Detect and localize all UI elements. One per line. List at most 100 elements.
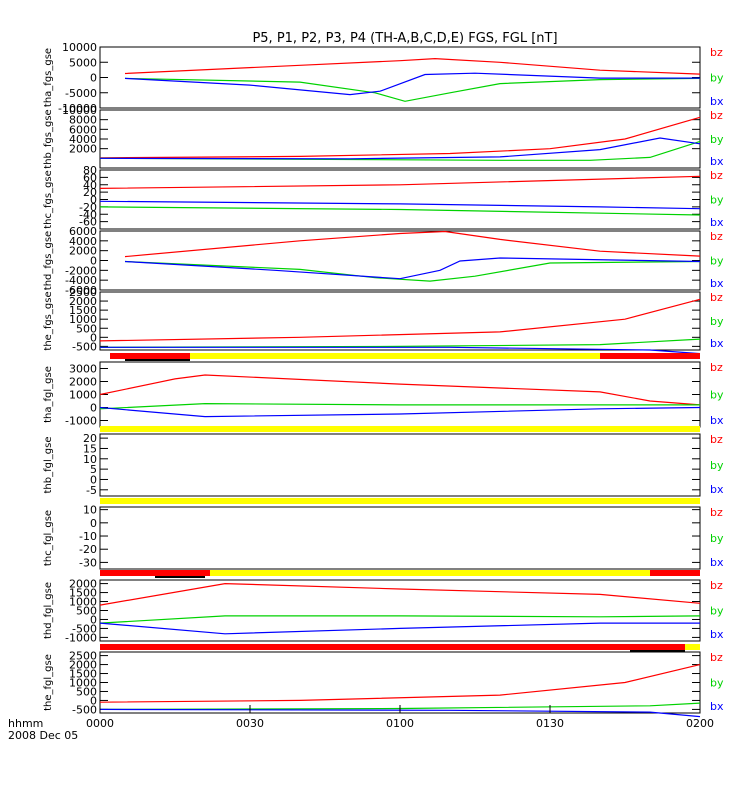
y-tick-label: -500 <box>72 622 97 635</box>
mode-bar-segment <box>110 353 190 359</box>
mode-bar-segment <box>100 498 700 504</box>
y-tick-label: 4000 <box>69 235 97 248</box>
mode-bar <box>100 570 700 578</box>
y-tick-label: 10000 <box>62 104 97 117</box>
y-tick-label: -40 <box>79 208 97 221</box>
legend-bx: bx <box>710 700 724 713</box>
legend-bz: bz <box>710 46 723 59</box>
series-bz <box>99 582 701 606</box>
series-by <box>124 260 701 282</box>
legend-by: by <box>710 72 724 85</box>
mode-bar-segment <box>100 570 210 576</box>
y-tick-label: 3000 <box>69 363 97 376</box>
series-bx <box>99 200 701 210</box>
mode-bar <box>100 498 700 504</box>
y-axis-label: thd_fgs_gse <box>43 231 54 290</box>
y-tick-label: 5000 <box>69 56 97 69</box>
series-bz <box>99 664 701 703</box>
x-tick-label: 0200 <box>686 717 714 730</box>
y-tick-label: 500 <box>76 605 97 618</box>
series-bz <box>99 374 701 406</box>
y-tick-label: 2000 <box>69 376 97 389</box>
mode-bar-segment <box>600 353 700 359</box>
mode-bar-mark <box>630 650 685 652</box>
y-axis-label: thd_fgl_gse <box>43 582 54 639</box>
y-tick-label: -10 <box>79 530 97 543</box>
y-tick-label: 10 <box>83 453 97 466</box>
y-tick-label: 500 <box>76 322 97 335</box>
y-tick-label: -20 <box>79 201 97 214</box>
y-tick-label: 2000 <box>69 659 97 672</box>
y-tick-label: 0 <box>90 331 97 344</box>
y-tick-label: 1500 <box>69 304 97 317</box>
mode-bar-segment <box>100 644 685 650</box>
panel-frame <box>99 361 701 428</box>
y-tick-label: -500 <box>72 340 97 353</box>
mode-bar <box>110 353 700 361</box>
y-tick-label: 80 <box>83 164 97 177</box>
y-tick-label: 15 <box>83 442 97 455</box>
legend-bz: bz <box>710 579 723 592</box>
series-by <box>124 77 701 102</box>
mode-bar <box>100 426 700 432</box>
legend-bx: bx <box>710 483 724 496</box>
panel-tha_fgs_gse: -10000 -5000 0 5000 10000 tha_fgs_gse bz by bx <box>43 41 724 115</box>
y-tick-label: 20 <box>83 186 97 199</box>
y-axis-label: the_fgs_gse <box>43 291 54 350</box>
series-by <box>99 615 701 624</box>
legend-bz: bz <box>710 506 723 519</box>
y-tick-label: 5 <box>90 463 97 476</box>
legend-by: by <box>710 459 724 472</box>
legend-bz: bz <box>710 109 723 122</box>
y-tick-label: 60 <box>83 171 97 184</box>
y-tick-label: -2000 <box>65 264 97 277</box>
x-tick-label: 0100 <box>386 717 414 730</box>
y-tick-label: -500 <box>72 703 97 716</box>
y-tick-label: 1500 <box>69 587 97 600</box>
y-axis-label: thb_fgs_gse <box>43 109 54 168</box>
legend-bx: bx <box>710 628 724 641</box>
mode-bar-segment <box>650 570 700 576</box>
y-axis-label: thc_fgl_gse <box>43 510 54 566</box>
legend-bx: bx <box>710 414 724 427</box>
y-tick-label: 2500 <box>69 650 97 663</box>
y-tick-label: 1000 <box>69 677 97 690</box>
mode-bar-segment <box>210 570 650 576</box>
mode-bar-segment <box>190 353 600 359</box>
legend-bz: bz <box>710 361 723 374</box>
y-tick-label: 8000 <box>69 114 97 127</box>
y-tick-label: -5 <box>86 484 97 497</box>
y-tick-label: 500 <box>76 685 97 698</box>
y-tick-label: 0 <box>90 194 97 207</box>
series-bx <box>99 406 701 418</box>
y-tick-label: 1000 <box>69 596 97 609</box>
legend-by: by <box>710 133 724 146</box>
y-axis-label: thb_fgl_gse <box>43 437 54 494</box>
y-tick-label: 2000 <box>69 245 97 258</box>
series-by <box>99 338 701 348</box>
series-by <box>99 402 700 410</box>
legend-by: by <box>710 605 724 618</box>
y-tick-label: 1500 <box>69 668 97 681</box>
legend-bx: bx <box>710 216 724 229</box>
series-bx <box>100 346 701 355</box>
panel-frame <box>99 651 701 714</box>
y-tick-label: -30 <box>79 556 97 569</box>
y-tick-label: 0 <box>90 473 97 486</box>
y-tick-label: 0 <box>90 517 97 530</box>
panel-frame <box>99 506 701 570</box>
y-tick-label: 4000 <box>69 133 97 146</box>
y-tick-label: -10000 <box>58 102 97 115</box>
footer-hhmm: hhmm <box>8 717 43 730</box>
legend-by: by <box>710 194 724 207</box>
series-bz <box>99 175 701 189</box>
x-tick-label: 0030 <box>236 717 264 730</box>
y-tick-label: 6000 <box>69 225 97 238</box>
y-tick-label: -4000 <box>65 274 97 287</box>
